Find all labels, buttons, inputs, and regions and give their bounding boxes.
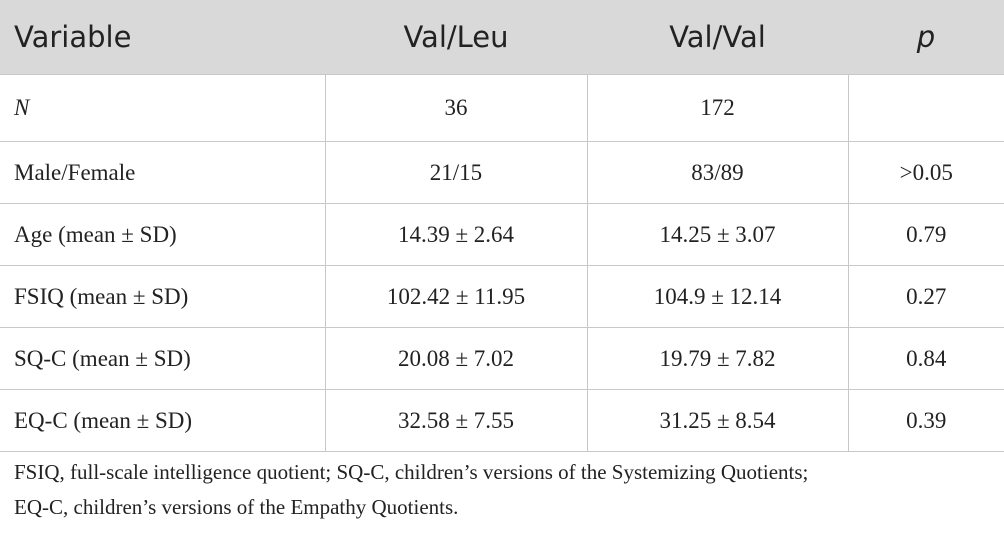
table-cell: 83/89 xyxy=(586,141,849,204)
footnote-line: FSIQ, full-scale intelligence quotient; … xyxy=(14,460,809,484)
data-table: Variable Val/Leu Val/Val p N 36 172 Male/Femal… xyxy=(0,0,1004,452)
table-cell: FSIQ (mean ± SD) xyxy=(0,265,326,328)
footnote-line: EQ-C, children’s versions of the Empathy… xyxy=(14,495,459,519)
table-cell: 36 xyxy=(324,74,588,142)
column-header: Val/Leu xyxy=(325,0,587,75)
table-row: Age (mean ± SD) 14.39 ± 2.64 14.25 ± 3.07 0… xyxy=(0,203,1004,266)
table-cell: 104.9 ± 12.14 xyxy=(586,265,849,328)
table-row: FSIQ (mean ± SD) 102.42 ± 11.95 104.9 ± 12… xyxy=(0,265,1004,328)
table-cell: N xyxy=(0,74,326,142)
table-cell xyxy=(847,74,1004,142)
table-row: EQ-C (mean ± SD) 32.58 ± 7.55 31.25 ± 8.54… xyxy=(0,389,1004,452)
table-row: Male/Female 21/15 83/89 >0.05 xyxy=(0,141,1004,204)
table-cell: EQ-C (mean ± SD) xyxy=(0,389,326,452)
table-cell: 14.25 ± 3.07 xyxy=(586,203,849,266)
column-header: p xyxy=(848,0,1004,75)
table-cell: 172 xyxy=(586,74,849,142)
table-cell: Age (mean ± SD) xyxy=(0,203,326,266)
table-cell: 0.27 xyxy=(847,265,1004,328)
table-cell: 31.25 ± 8.54 xyxy=(586,389,849,452)
table-cell: SQ-C (mean ± SD) xyxy=(0,327,326,390)
table-cell: 21/15 xyxy=(324,141,588,204)
header-row: Variable Val/Leu Val/Val p xyxy=(0,0,1004,75)
footnote: FSIQ, full-scale intelligence quotient; … xyxy=(14,455,808,525)
table-cell: 0.84 xyxy=(847,327,1004,390)
table-cell: 0.79 xyxy=(847,203,1004,266)
table-cell: 19.79 ± 7.82 xyxy=(586,327,849,390)
table-cell: Male/Female xyxy=(0,141,326,204)
table-cell: >0.05 xyxy=(847,141,1004,204)
table-body: N 36 172 Male/Female 21/15 83/89 >0.05 Age (mea… xyxy=(0,74,1004,452)
table-cell: 14.39 ± 2.64 xyxy=(324,203,588,266)
table-row: SQ-C (mean ± SD) 20.08 ± 7.02 19.79 ± 7.82… xyxy=(0,327,1004,390)
table-cell: 102.42 ± 11.95 xyxy=(324,265,588,328)
table-row: N 36 172 xyxy=(0,74,1004,142)
column-header: Variable xyxy=(0,0,325,75)
table-cell: 0.39 xyxy=(847,389,1004,452)
table-cell: 20.08 ± 7.02 xyxy=(324,327,588,390)
column-header: Val/Val xyxy=(587,0,848,75)
table-cell: 32.58 ± 7.55 xyxy=(324,389,588,452)
